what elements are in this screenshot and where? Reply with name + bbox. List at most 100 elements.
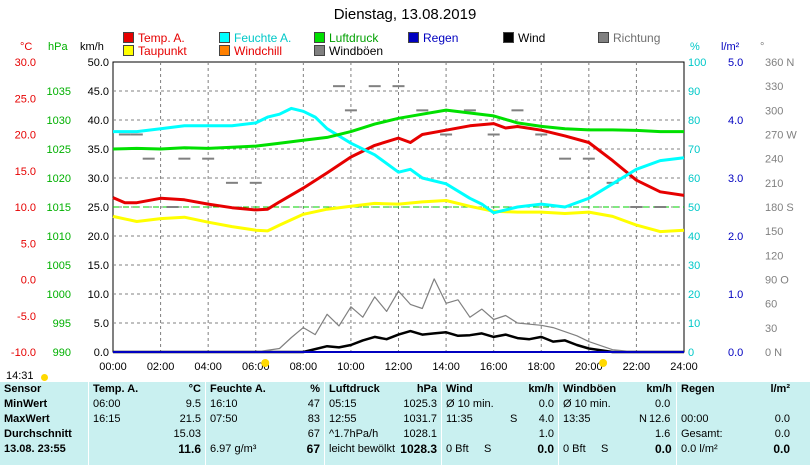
tick-label-pressure: 1005 bbox=[47, 260, 71, 272]
stats-table: Sensor MinWert MaxWert Durchschnitt 13.0… bbox=[0, 382, 810, 465]
tick-label-wind: 25.0 bbox=[88, 202, 109, 214]
stats-hum-min-time: 16:10 bbox=[210, 398, 238, 410]
tick-label-direction: 120 bbox=[765, 250, 783, 262]
stats-rain-max-time: 00:00 bbox=[681, 413, 709, 425]
stats-header-pressure-unit: hPa bbox=[416, 383, 437, 395]
stats-col-pressure: Luftdruck hPa 05:15 1025.3 12:55 1031.7 ^1.… bbox=[324, 382, 441, 465]
series-line-taupunkt bbox=[112, 199, 685, 234]
tick-label-pressure: 1015 bbox=[47, 202, 71, 214]
stats-press-current-value: 1028.3 bbox=[400, 442, 437, 456]
stats-wind-max-time: 11:35 bbox=[446, 413, 473, 425]
tick-label-time: 08:00 bbox=[290, 361, 318, 373]
tick-label-direction: 30 bbox=[765, 323, 777, 335]
tick-label-wind: 40.0 bbox=[88, 115, 109, 127]
legend-direction-label: Richtung bbox=[613, 31, 661, 45]
stats-wind-current-value: 0.0 bbox=[537, 442, 554, 456]
tick-label-direction: 270 W bbox=[765, 130, 797, 142]
tick-label-humidity: 30 bbox=[688, 260, 700, 272]
tick-label-pressure: 1000 bbox=[47, 289, 71, 301]
stats-press-max-value: 1031.7 bbox=[403, 413, 437, 425]
tick-label-time: 18:00 bbox=[527, 361, 555, 373]
legend-windchill: Windchill bbox=[219, 44, 282, 58]
stats-label-min: MinWert bbox=[4, 398, 48, 410]
tick-label-direction: 60 bbox=[765, 299, 777, 311]
stats-temp-max-value: 21.5 bbox=[179, 413, 201, 425]
legend-direction: Richtung bbox=[598, 31, 660, 45]
stats-header-wind: Wind km/h bbox=[442, 382, 558, 397]
tick-label-direction: 180 S bbox=[765, 202, 794, 214]
stats-rain-max-value: 0.0 bbox=[774, 413, 790, 425]
stats-header-gusts-label: Windböen bbox=[563, 383, 617, 395]
tick-label-direction: 240 bbox=[765, 154, 783, 166]
stats-press-min-time: 05:15 bbox=[329, 398, 357, 410]
legend-rain-swatch bbox=[408, 32, 419, 43]
legend-dewpoint-label: Taupunkt bbox=[138, 44, 187, 58]
tick-label-wind: 30.0 bbox=[88, 173, 109, 185]
stats-header-temp: Temp. A. °C bbox=[89, 382, 205, 397]
tick-label-direction: 210 bbox=[765, 178, 783, 190]
stats-wind-max-dir: S bbox=[510, 413, 518, 425]
stats-header-humidity: Feuchte A.% bbox=[206, 382, 324, 397]
tick-label-wind: 15.0 bbox=[88, 260, 109, 272]
axis-unit-pressure: hPa bbox=[48, 41, 68, 53]
tick-label-temp: 5.0 bbox=[21, 238, 36, 250]
stats-temp-min-time: 06:00 bbox=[93, 398, 121, 410]
stats-gust-max-time: 13:35 bbox=[563, 413, 591, 425]
tick-label-time: 24:00 bbox=[670, 361, 698, 373]
tick-label-humidity: 10 bbox=[688, 318, 700, 330]
stats-col-humidity: Feuchte A.% 16:10 47 07:50 83 67 6.97 g/m³… bbox=[205, 382, 324, 465]
legend-rain: Regen bbox=[408, 31, 458, 45]
stats-header-rain-label: Regen bbox=[681, 383, 715, 395]
tick-label-temp: 30.0 bbox=[15, 57, 36, 69]
series-line-windb-en bbox=[113, 278, 684, 353]
tick-label-pressure: 1030 bbox=[47, 115, 71, 127]
tick-label-temp: 20.0 bbox=[15, 130, 36, 142]
stats-press-max: 12:55 1031.7 bbox=[325, 412, 441, 427]
stats-wind-min: Ø 10 min. 0.0 bbox=[442, 397, 558, 412]
legend-temp: Temp. A. bbox=[123, 31, 185, 45]
tick-label-wind: 10.0 bbox=[88, 289, 109, 301]
tick-label-humidity: 70 bbox=[688, 144, 700, 156]
legend-windchill-swatch bbox=[219, 45, 230, 56]
tick-label-time: 02:00 bbox=[147, 361, 175, 373]
stats-press-min-value: 1025.3 bbox=[403, 398, 437, 410]
tick-label-wind: 0.0 bbox=[94, 347, 109, 359]
legend-rain-label: Regen bbox=[423, 31, 459, 45]
stats-hum-max: 07:50 83 bbox=[206, 412, 324, 427]
stats-wind-current-dir: S bbox=[484, 443, 492, 455]
stats-header-sensor: Sensor bbox=[4, 383, 42, 395]
stats-press-min: 05:15 1025.3 bbox=[325, 397, 441, 412]
stats-hum-min-value: 47 bbox=[307, 398, 320, 410]
stats-gust-beaufort: 0 Bft bbox=[563, 443, 586, 455]
stats-header-pressure: Luftdruck hPa bbox=[325, 382, 441, 397]
tick-label-time: 10:00 bbox=[337, 361, 365, 373]
stats-hum-max-time: 07:50 bbox=[210, 413, 238, 425]
stats-header-humidity-label: Feuchte A. bbox=[210, 383, 266, 395]
tick-label-pressure: 1035 bbox=[47, 86, 71, 98]
chart-title: Dienstag, 13.08.2019 bbox=[333, 6, 477, 23]
tick-label-wind: 50.0 bbox=[88, 57, 109, 69]
tick-label-humidity: 60 bbox=[688, 173, 700, 185]
series-line-wind bbox=[113, 329, 684, 354]
tick-label-direction: 90 O bbox=[765, 275, 789, 287]
stats-wind-max-value: 4.0 bbox=[538, 413, 554, 425]
stats-rain-max: 00:00 0.0 bbox=[677, 412, 810, 427]
tick-label-temp: -10.0 bbox=[11, 347, 36, 359]
stats-wind-max: 11:35 S 4.0 bbox=[442, 412, 558, 427]
tick-label-temp: 10.0 bbox=[15, 202, 36, 214]
tick-label-wind: 20.0 bbox=[88, 231, 109, 243]
stats-header-rain: Regen l/m² bbox=[677, 382, 810, 397]
stats-wind-min-time: Ø 10 min. bbox=[446, 398, 494, 410]
stats-temp-current-value: 11.6 bbox=[178, 442, 201, 456]
tick-label-wind: 35.0 bbox=[88, 144, 109, 156]
stats-rain-total-value: 0.0 bbox=[774, 428, 790, 440]
stats-temp-max: 16:15 21.5 bbox=[89, 412, 205, 427]
tick-label-pressure: 990 bbox=[53, 347, 71, 359]
tick-label-temp: 0.0 bbox=[21, 275, 36, 287]
stats-gust-avg-value: 1.6 bbox=[655, 428, 671, 440]
stats-header-temp-unit: °C bbox=[188, 383, 201, 395]
stats-rain-total: Gesamt: 0.0 bbox=[677, 427, 810, 442]
stats-header-rain-unit: l/m² bbox=[770, 383, 790, 395]
tick-label-temp: -5.0 bbox=[17, 311, 36, 323]
tick-label-humidity: 50 bbox=[688, 202, 700, 214]
